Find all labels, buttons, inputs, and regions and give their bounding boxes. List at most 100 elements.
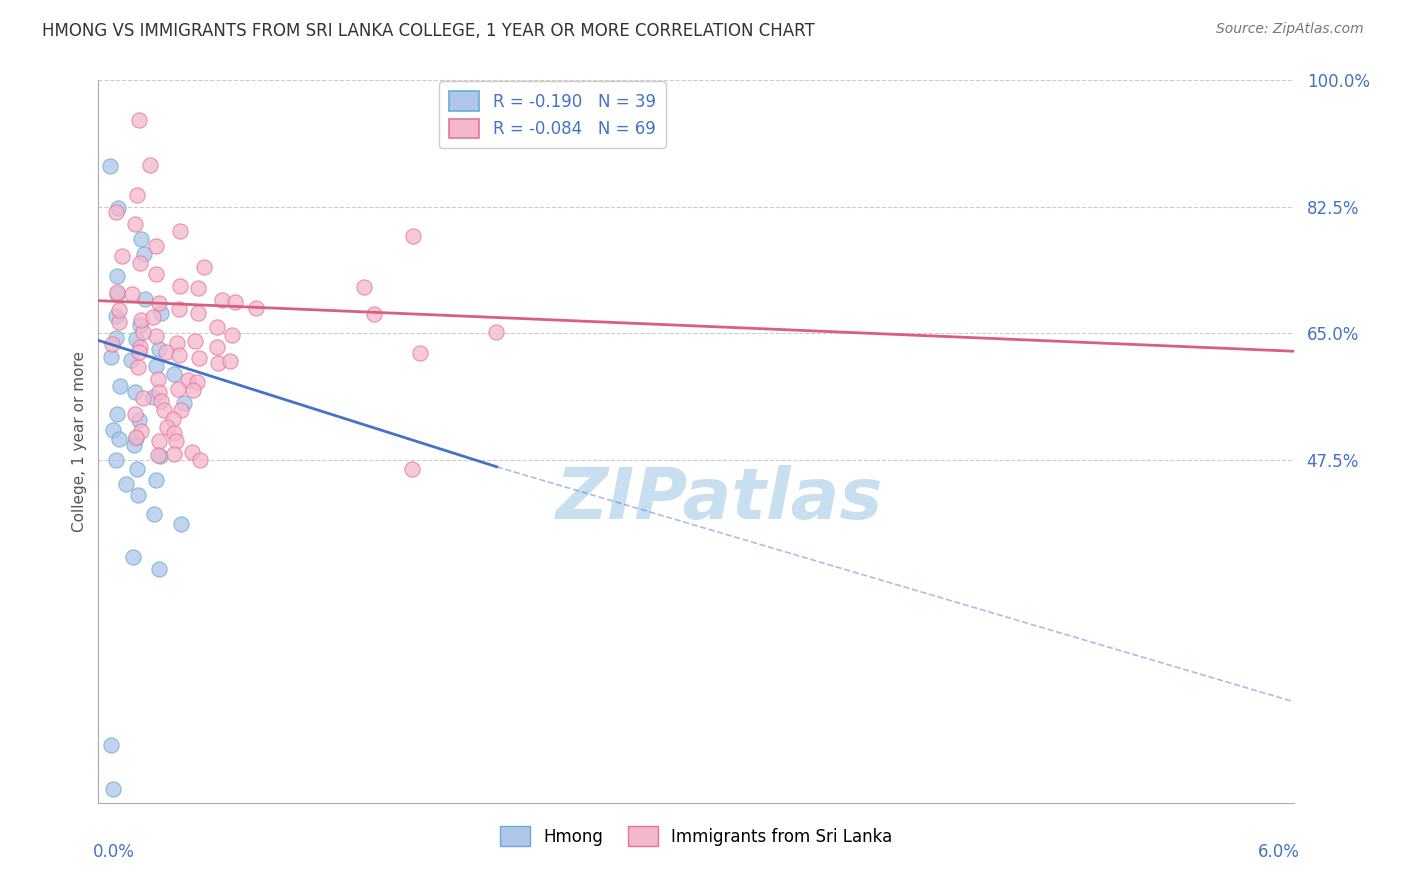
Point: [139, 159, 162, 173]
Text: ZIPatlas: ZIPatlas: [557, 465, 883, 533]
Point: [142, 310, 165, 324]
Point: [127, 360, 149, 375]
Point: [402, 229, 425, 244]
Point: [187, 281, 209, 295]
Point: [152, 403, 174, 417]
Point: [107, 432, 129, 446]
Point: [132, 325, 155, 339]
Point: [98, 160, 121, 174]
Point: [401, 462, 423, 476]
Point: [145, 238, 167, 252]
Point: [145, 473, 167, 487]
Point: [101, 782, 124, 797]
Point: [188, 351, 211, 365]
Point: [167, 302, 190, 317]
Point: [145, 359, 167, 374]
Point: [167, 382, 190, 396]
Point: [184, 334, 207, 348]
Point: [187, 306, 209, 320]
Point: [484, 325, 506, 339]
Point: [150, 306, 173, 320]
Point: [124, 384, 146, 399]
Point: [245, 301, 267, 315]
Point: [170, 402, 193, 417]
Point: [124, 407, 146, 421]
Point: [409, 346, 432, 360]
Point: [188, 453, 211, 467]
Point: [205, 319, 228, 334]
Point: [114, 476, 136, 491]
Point: [211, 293, 233, 307]
Point: [127, 488, 149, 502]
Point: [180, 445, 202, 459]
Point: [169, 224, 191, 238]
Point: [165, 434, 187, 449]
Point: [125, 430, 148, 444]
Point: [105, 309, 128, 323]
Point: [128, 113, 150, 128]
Point: [129, 424, 152, 438]
Point: [148, 434, 170, 449]
Point: [122, 550, 145, 565]
Point: [100, 738, 122, 752]
Point: [121, 287, 143, 301]
Point: [163, 447, 186, 461]
Point: [108, 302, 131, 317]
Point: [128, 340, 150, 354]
Y-axis label: College, 1 year or more: College, 1 year or more: [72, 351, 87, 532]
Text: HMONG VS IMMIGRANTS FROM SRI LANKA COLLEGE, 1 YEAR OR MORE CORRELATION CHART: HMONG VS IMMIGRANTS FROM SRI LANKA COLLE…: [42, 22, 815, 40]
Point: [149, 449, 172, 463]
Point: [143, 507, 166, 521]
Point: [108, 315, 131, 329]
Text: 0.0%: 0.0%: [93, 843, 135, 861]
Point: [132, 392, 155, 406]
Point: [128, 413, 150, 427]
Point: [167, 348, 190, 362]
Point: [104, 453, 127, 467]
Point: [150, 393, 173, 408]
Point: [134, 247, 156, 261]
Point: [129, 232, 152, 246]
Point: [122, 438, 145, 452]
Point: [127, 462, 149, 476]
Point: [148, 372, 170, 386]
Point: [219, 354, 242, 368]
Point: [128, 256, 150, 270]
Point: [107, 201, 129, 215]
Point: [173, 395, 195, 409]
Point: [221, 328, 243, 343]
Point: [353, 279, 375, 293]
Point: [105, 285, 128, 300]
Point: [127, 188, 149, 202]
Point: [363, 307, 385, 321]
Point: [129, 318, 152, 332]
Point: [120, 353, 142, 368]
Point: [141, 390, 163, 404]
Point: [101, 423, 124, 437]
Text: 6.0%: 6.0%: [1257, 843, 1299, 861]
Point: [155, 345, 177, 359]
Point: [111, 249, 134, 263]
Point: [177, 373, 200, 387]
Point: [156, 419, 179, 434]
Point: [148, 448, 170, 462]
Point: [148, 562, 170, 576]
Point: [163, 426, 186, 441]
Point: [183, 383, 205, 397]
Point: [134, 292, 156, 306]
Point: [224, 295, 246, 310]
Point: [101, 337, 124, 351]
Point: [170, 516, 193, 531]
Point: [186, 376, 208, 390]
Point: [145, 267, 167, 281]
Point: [124, 217, 146, 231]
Point: [207, 340, 229, 354]
Point: [131, 312, 153, 326]
Point: [108, 379, 131, 393]
Point: [207, 356, 229, 370]
Point: [107, 269, 129, 284]
Point: [148, 342, 170, 356]
Point: [107, 287, 129, 301]
Point: [148, 296, 170, 310]
Point: [107, 407, 129, 421]
